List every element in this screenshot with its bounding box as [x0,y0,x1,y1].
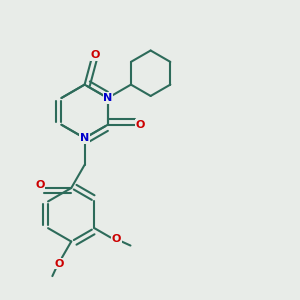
Text: O: O [54,259,64,269]
Text: N: N [80,133,89,143]
Text: O: O [112,234,121,244]
Text: O: O [90,50,100,60]
Text: O: O [135,120,145,130]
Text: O: O [35,180,45,190]
Text: N: N [103,93,112,103]
